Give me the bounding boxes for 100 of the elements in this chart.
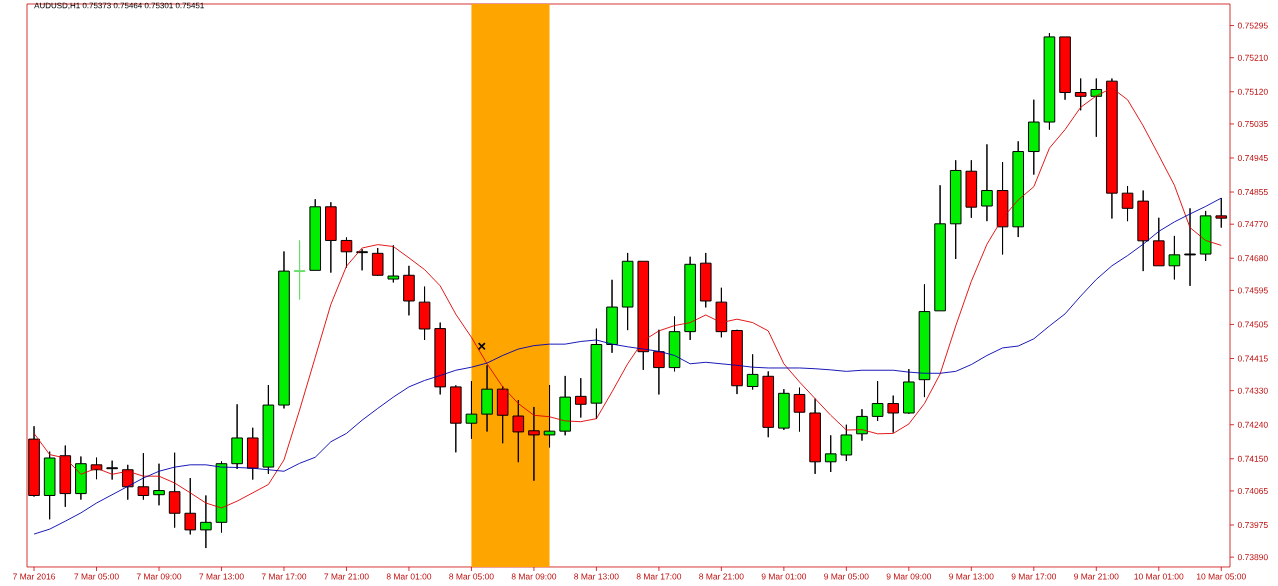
candlestick (543, 384, 556, 448)
y-tick-label: 0.74330 (1237, 387, 1268, 394)
y-tick-label: 0.73975 (1237, 522, 1268, 528)
candlestick (1059, 36, 1071, 101)
candlestick (1043, 32, 1056, 131)
candlestick (590, 328, 603, 420)
candlestick (1121, 185, 1134, 222)
x-tick-label: 8 Mar 13:00 (574, 573, 619, 580)
y-tick-label: 0.75295 (1237, 22, 1268, 29)
candlestick (559, 375, 571, 436)
candlestick (574, 377, 587, 419)
candlestick (699, 252, 712, 308)
candlestick (59, 445, 72, 508)
candlestick (934, 184, 946, 312)
candlestick (762, 370, 775, 438)
candlestick (621, 252, 634, 331)
candlestick (43, 451, 56, 520)
candlestick (496, 385, 509, 444)
candlestick (668, 316, 681, 372)
candlestick (325, 201, 337, 274)
candlestick (200, 494, 212, 549)
candlestick (949, 159, 962, 260)
candlestick (746, 353, 759, 391)
candlestick (793, 387, 806, 433)
candlestick (840, 424, 853, 462)
x-tick-label: 9 Mar 21:00 (1074, 573, 1119, 580)
candlestick (387, 244, 400, 283)
x-tick-label: 9 Mar 05:00 (824, 573, 869, 580)
candlestick (106, 460, 118, 481)
candlestick (262, 384, 275, 475)
candlestick (418, 286, 431, 341)
y-tick-label: 0.74415 (1237, 355, 1268, 362)
candlestick (153, 463, 165, 506)
candlestick (293, 239, 306, 300)
candlestick (996, 161, 1009, 255)
candlestick (1074, 78, 1087, 111)
candlestick (1199, 210, 1212, 262)
x-tick-label: 7 Mar 21:00 (324, 573, 369, 580)
x-tick-label: 9 Mar 01:00 (761, 573, 807, 580)
candlestick (965, 159, 978, 219)
candlestick (528, 406, 540, 482)
candlestick (137, 452, 150, 501)
y-tick-label: 0.74150 (1237, 455, 1268, 462)
x-tick-label: 8 Mar 05:00 (449, 573, 494, 580)
x-tick-label: 10 Mar 05:00 (1196, 573, 1246, 580)
annotation: × (478, 342, 486, 350)
candlestick (1028, 99, 1040, 176)
y-tick-label: 0.74595 (1237, 287, 1268, 294)
y-tick-label: 0.74240 (1237, 421, 1268, 428)
x-tick-label: 7 Mar 13:00 (199, 573, 244, 580)
candlestick (1137, 190, 1149, 272)
x-tick-label: 10 Mar 01:00 (1134, 573, 1184, 580)
candlestick (824, 434, 837, 473)
candlestick (637, 260, 650, 371)
x-tick-label: 8 Mar 17:00 (636, 573, 682, 580)
x-tick-label: 8 Mar 09:00 (511, 573, 557, 580)
candlestick (653, 329, 665, 395)
candlestick (434, 322, 447, 395)
candlestick (1168, 235, 1181, 280)
candlestick (715, 287, 728, 338)
candlestick (231, 403, 243, 470)
candlestick (215, 460, 228, 534)
candlestick (278, 250, 290, 409)
y-tick-label: 0.74065 (1237, 487, 1268, 494)
candlestick (75, 456, 87, 501)
candlestick (450, 384, 462, 453)
candlestick (309, 198, 322, 271)
y-tick-label: 0.75210 (1237, 54, 1268, 61)
candlestick (28, 425, 40, 498)
candlestick (809, 398, 821, 475)
candlestick (1012, 140, 1024, 238)
candlestick (856, 408, 868, 442)
x-tick-label: 9 Mar 09:00 (886, 573, 932, 580)
x-tick-label: 7 Mar 17:00 (261, 573, 307, 580)
y-tick-label: 0.73890 (1237, 554, 1268, 561)
candlestick (887, 395, 900, 434)
candlestick (1152, 217, 1165, 267)
candlestick (1215, 197, 1228, 229)
candlestick (778, 388, 790, 431)
x-tick-label: 7 Mar 2016 (13, 573, 56, 580)
y-tick-label: 0.75120 (1237, 88, 1268, 95)
x-tick-label: 7 Mar 05:00 (74, 573, 119, 580)
x-tick-label: 8 Mar 21:00 (699, 573, 744, 580)
candlestick (1184, 207, 1196, 287)
candlestick (184, 477, 197, 535)
y-tick-label: 0.74770 (1237, 221, 1268, 228)
y-tick-label: 0.74855 (1237, 189, 1268, 196)
candlestick (512, 399, 525, 463)
x-tick-label: 9 Mar 17:00 (1011, 573, 1057, 580)
x-tick-label: 8 Mar 01:00 (386, 573, 432, 580)
candlestick (1106, 78, 1118, 220)
candlestick (168, 452, 181, 529)
x-tick-label: 7 Mar 09:00 (136, 573, 182, 580)
candlestick (903, 368, 915, 415)
candlestick (403, 265, 415, 316)
candlestick (918, 283, 931, 398)
y-tick-label: 0.74945 (1237, 154, 1268, 161)
y-tick-label: 0.75035 (1237, 120, 1268, 127)
y-tick-label: 0.74505 (1237, 321, 1268, 328)
candlestick (981, 143, 993, 222)
